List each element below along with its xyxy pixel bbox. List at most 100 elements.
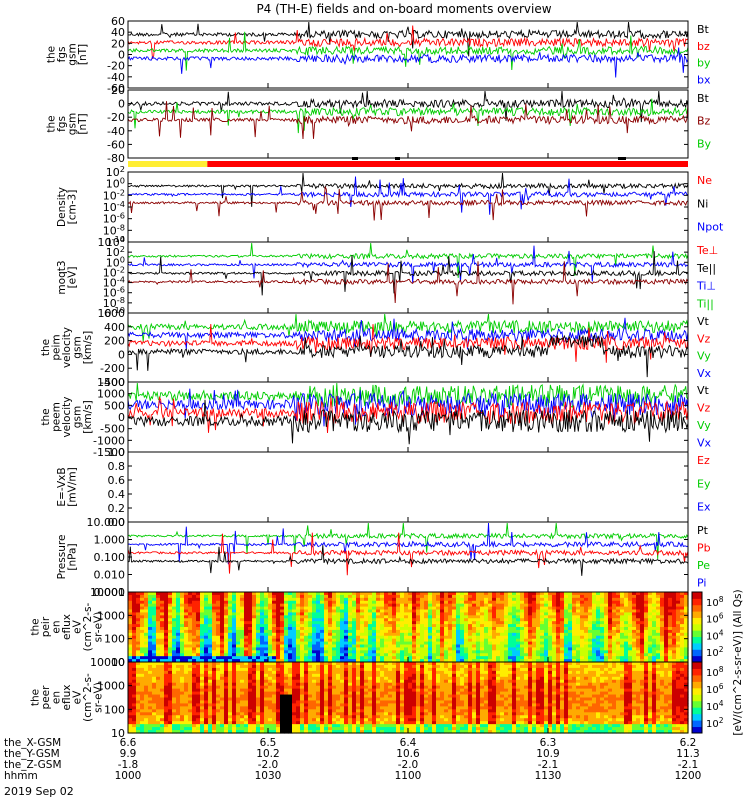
panel-9: 10000100010010thepeirenefluxeV(cm^2-s-sr… bbox=[30, 586, 689, 669]
svg-text:[km/s]: [km/s] bbox=[82, 400, 94, 434]
date-label: 2019 Sep 02 bbox=[4, 785, 74, 798]
legend-Pe: Pe bbox=[697, 559, 710, 572]
y-tick-label: -200 bbox=[100, 362, 125, 375]
legend-Vt: Vt bbox=[697, 315, 710, 328]
legend-Ey: Ey bbox=[697, 477, 711, 490]
series-Pt bbox=[128, 545, 688, 576]
legend-Vt: Vt bbox=[697, 384, 710, 397]
legend-Ex: Ex bbox=[697, 501, 711, 514]
ephemeris-value: 1200 bbox=[675, 770, 702, 782]
legend-Vx: Vx bbox=[697, 367, 712, 380]
legend-Vz: Vz bbox=[697, 332, 711, 345]
legend-Bt: Bt bbox=[697, 23, 710, 36]
panel-frame bbox=[128, 90, 688, 158]
svg-text:[eV]: [eV] bbox=[66, 267, 78, 289]
legend-Ni: Ni bbox=[697, 197, 708, 210]
legend-Vz: Vz bbox=[697, 402, 711, 415]
svg-text:[nT]: [nT] bbox=[77, 113, 89, 134]
panel-frame bbox=[128, 313, 688, 382]
y-tick-label: 0 bbox=[118, 348, 125, 361]
legend-Ti⊥: Ti⊥ bbox=[696, 280, 716, 293]
colorbar-tick-label: 104 bbox=[706, 699, 724, 713]
legend-Ez: Ez bbox=[697, 454, 710, 467]
y-axis-label: Density[cm-3] bbox=[56, 187, 79, 227]
legend-By: By bbox=[697, 137, 712, 150]
y-tick-label: 0.100 bbox=[94, 551, 126, 564]
mode-bar-slow bbox=[128, 161, 207, 167]
panel-8: 10.0001.0000.1000.0100.001Pressure[nPa]P… bbox=[56, 516, 711, 599]
svg-text:[mV/m]: [mV/m] bbox=[66, 467, 78, 506]
y-tick-label: 1.000 bbox=[94, 534, 126, 547]
figure-title: P4 (TH-E) fields and on-board moments ov… bbox=[256, 2, 551, 16]
colorbar-tick-label: 102 bbox=[706, 645, 724, 659]
colorbar-tick-label: 108 bbox=[706, 665, 724, 679]
y-tick-label: 0 bbox=[118, 98, 125, 111]
colorbars: 108106104102108106104102[eV/(cm^2-s-sr-e… bbox=[692, 589, 744, 735]
panel-5: 6004002000-200-400thepeimvelocitygsm[km/… bbox=[40, 307, 712, 389]
panel-10: 10000100010010thepeerenefluxeV(cm^2-s-sr… bbox=[30, 656, 689, 740]
y-tick-label: 100 bbox=[104, 633, 125, 646]
series-by bbox=[128, 32, 688, 71]
y-tick-label: -40 bbox=[107, 125, 125, 138]
y-axis-label: moqt3[eV] bbox=[56, 260, 79, 294]
svg-text:[km/s]: [km/s] bbox=[82, 331, 94, 365]
y-tick-label: 10.000 bbox=[87, 516, 126, 529]
legend-Vy: Vy bbox=[697, 350, 711, 363]
legend-Pi: Pi bbox=[697, 577, 706, 590]
y-axis-label: Pressure[nPa] bbox=[56, 535, 79, 580]
ephemeris-value: 1030 bbox=[255, 770, 282, 782]
panel-frame bbox=[128, 172, 688, 242]
spectrogram bbox=[128, 592, 689, 663]
ephemeris-value: 1130 bbox=[535, 770, 562, 782]
ephemeris-value: 1100 bbox=[395, 770, 422, 782]
y-tick-label: -20 bbox=[107, 111, 125, 124]
panel-frame bbox=[128, 21, 688, 88]
series-Ti⊥ bbox=[128, 246, 688, 284]
ephemeris-row-label: hhmm bbox=[4, 770, 38, 782]
y-tick-label: 0.4 bbox=[108, 488, 126, 501]
legend-Ne: Ne bbox=[697, 174, 712, 187]
colorbar-tick-label: 108 bbox=[706, 595, 724, 609]
svg-text:[nPa]: [nPa] bbox=[66, 543, 78, 570]
legend-Te⊥: Te⊥ bbox=[696, 244, 718, 257]
colorbar-label: [eV/(cm^2-s-sr-eV)] (All Qs) bbox=[732, 589, 744, 735]
y-tick-label: 0.010 bbox=[94, 569, 126, 582]
mode-bar-fast bbox=[207, 161, 688, 167]
panel-6: 150010005000-500-1000-1500thepeemvelocit… bbox=[40, 376, 712, 459]
legend-Ti||: Ti|| bbox=[696, 297, 714, 310]
legend-Pt: Pt bbox=[697, 524, 709, 537]
svg-text:[nT]: [nT] bbox=[77, 44, 89, 65]
colorbar-tick-label: 102 bbox=[706, 716, 724, 730]
legend-bx: bx bbox=[697, 73, 711, 86]
legend-Bt: Bt bbox=[697, 92, 710, 105]
series-Vz bbox=[128, 324, 688, 363]
svg-text:sr-eV): sr-eV) bbox=[93, 612, 105, 643]
y-tick-label: 600 bbox=[104, 307, 125, 320]
legend-bz: bz bbox=[697, 40, 710, 53]
spectrogram bbox=[128, 662, 689, 734]
series-Npot bbox=[128, 177, 688, 215]
series-Pi bbox=[128, 523, 688, 564]
legend-Vx: Vx bbox=[697, 437, 712, 450]
legend-Bz: Bz bbox=[697, 115, 711, 128]
y-tick-label: 100 bbox=[104, 703, 125, 716]
y-tick-label: 0.2 bbox=[108, 502, 126, 515]
panel-4: 10410210010-210-410-610-810-10moqt3[eV]T… bbox=[56, 234, 718, 320]
colorbar-tick-label: 106 bbox=[706, 682, 724, 696]
y-axis-label: E=-VxB[mV/m] bbox=[56, 467, 79, 506]
y-tick-label: 0.6 bbox=[108, 474, 126, 487]
svg-text:[cm-3]: [cm-3] bbox=[66, 190, 78, 225]
y-tick-label: 0.8 bbox=[108, 460, 126, 473]
legend-Npot: Npot bbox=[697, 221, 724, 234]
panel-frame bbox=[128, 452, 688, 522]
legend-Te||: Te|| bbox=[696, 262, 716, 275]
panel-frame bbox=[128, 522, 688, 592]
ephemeris-value: 1000 bbox=[115, 770, 142, 782]
